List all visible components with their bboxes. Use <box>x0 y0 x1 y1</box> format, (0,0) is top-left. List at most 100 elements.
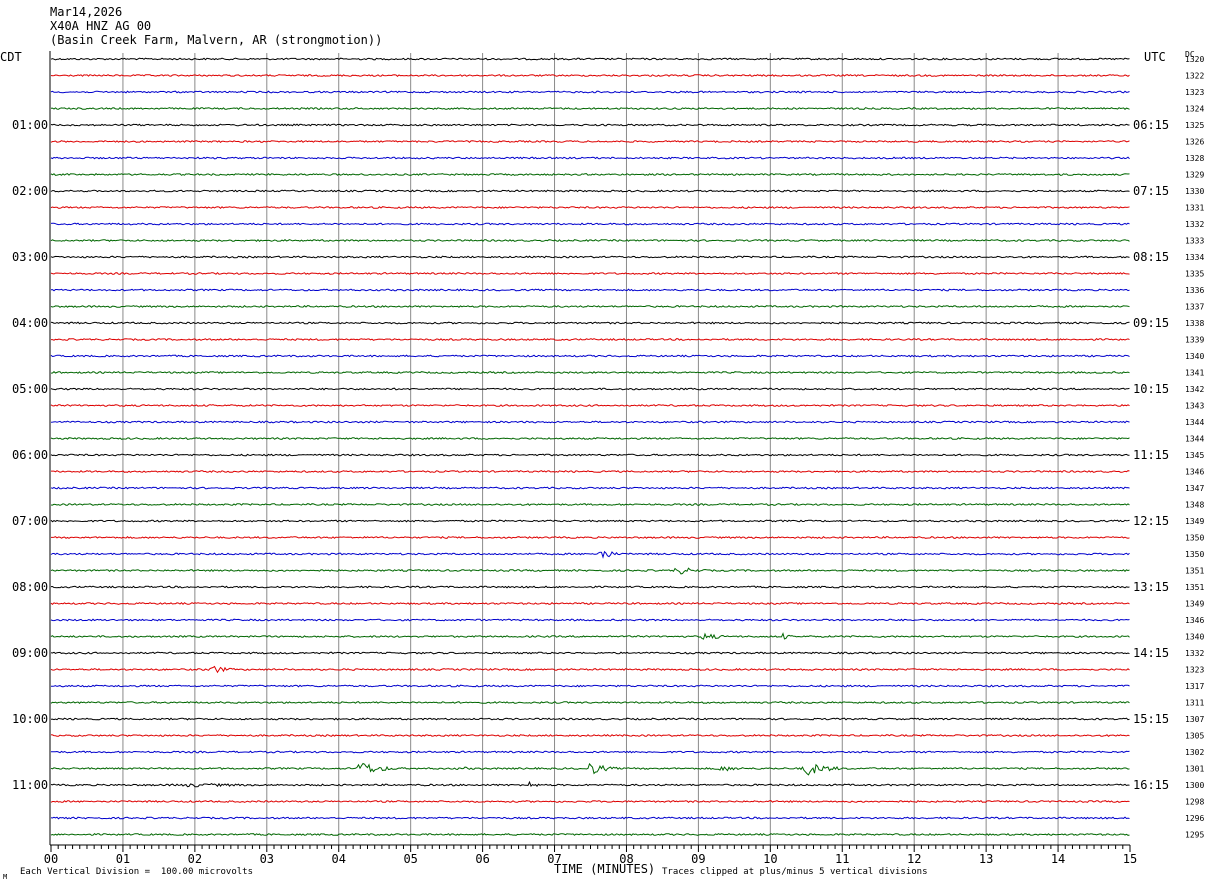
utc-hour-label: 14:15 <box>1133 646 1169 660</box>
cdt-hour-label: 06:00 <box>12 448 48 462</box>
dc-offset-value: 1331 <box>1185 204 1204 213</box>
cdt-hour-label: 05:00 <box>12 382 48 396</box>
dc-offset-value: 1344 <box>1185 418 1204 427</box>
dc-offset-value: 1317 <box>1185 682 1204 691</box>
utc-hour-label: 09:15 <box>1133 316 1169 330</box>
dc-offset-value: 1311 <box>1185 699 1204 708</box>
seismic-trace <box>51 338 1130 341</box>
seismic-trace <box>50 140 1130 143</box>
seismic-trace <box>50 288 1130 292</box>
dc-offset-value: 1343 <box>1185 402 1204 411</box>
dc-column-title: DC <box>1185 50 1195 59</box>
seismic-trace <box>50 601 1130 606</box>
dc-offset-value: 1335 <box>1185 270 1204 279</box>
seismic-trace <box>51 536 1130 539</box>
dc-offset-value: 1320 <box>1185 55 1204 64</box>
seismic-trace <box>50 189 1130 193</box>
seismic-trace <box>50 618 1130 622</box>
x-tick-label: 08 <box>619 852 633 866</box>
seismic-trace <box>50 156 1130 160</box>
seismic-trace <box>50 717 1130 721</box>
cdt-hour-label: 10:00 <box>12 712 48 726</box>
dc-offset-value: 1346 <box>1185 468 1204 477</box>
seismic-trace <box>50 632 1130 640</box>
cdt-axis-title: CDT <box>0 50 22 64</box>
utc-hour-label: 15:15 <box>1133 712 1169 726</box>
dc-offset-value: 1329 <box>1185 171 1204 180</box>
vertical-division-note: Each Vertical Division = 100.00 microvol… <box>20 867 253 877</box>
utc-hour-label: 06:15 <box>1133 118 1169 132</box>
seismic-trace <box>50 420 1130 424</box>
seismic-trace <box>50 799 1130 804</box>
seismic-trace <box>50 205 1130 209</box>
seismic-trace <box>50 123 1130 127</box>
dc-offset-value: 1346 <box>1185 616 1204 625</box>
seismic-trace <box>50 502 1130 506</box>
seismic-trace <box>50 321 1130 325</box>
seismic-trace <box>50 90 1130 94</box>
x-tick-label: 14 <box>1051 852 1065 866</box>
x-tick-label: 07 <box>547 852 561 866</box>
utc-hour-label: 11:15 <box>1133 448 1169 462</box>
dc-offset-value: 1332 <box>1185 649 1204 658</box>
seismic-trace <box>50 387 1130 391</box>
seismic-trace <box>50 222 1130 226</box>
utc-hour-label: 16:15 <box>1133 778 1169 792</box>
x-tick-label: 00 <box>44 852 58 866</box>
dc-offset-value: 1336 <box>1185 286 1204 295</box>
utc-hour-label: 08:15 <box>1133 250 1169 264</box>
x-tick-label: 13 <box>979 852 993 866</box>
dc-offset-value: 1324 <box>1185 105 1204 114</box>
dc-offset-value: 1349 <box>1185 517 1204 526</box>
seismic-trace <box>51 469 1130 473</box>
x-tick-label: 03 <box>260 852 274 866</box>
dc-offset-value: 1342 <box>1185 385 1204 394</box>
corner-mark: M <box>3 873 8 881</box>
dc-offset-value: 1340 <box>1185 352 1204 361</box>
clip-note: Traces clipped at plus/minus 5 vertical … <box>662 867 928 877</box>
x-tick-label: 12 <box>907 852 921 866</box>
dc-offset-value: 1325 <box>1185 121 1204 130</box>
x-tick-label: 09 <box>691 852 705 866</box>
dc-offset-value: 1348 <box>1185 501 1204 510</box>
plot-date: Mar14,2026 <box>50 5 123 19</box>
seismic-trace <box>50 173 1130 176</box>
dc-offset-value: 1339 <box>1185 336 1204 345</box>
seismic-trace <box>50 486 1130 490</box>
cdt-hour-label: 11:00 <box>12 778 48 792</box>
utc-hour-label: 13:15 <box>1133 580 1169 594</box>
seismic-trace <box>51 750 1130 754</box>
seismic-trace <box>50 519 1130 523</box>
dc-offset-value: 1351 <box>1185 567 1204 576</box>
dc-offset-value: 1326 <box>1185 138 1204 147</box>
dc-offset-value: 1350 <box>1185 550 1204 559</box>
seismic-trace <box>50 651 1130 655</box>
dc-offset-value: 1307 <box>1185 715 1204 724</box>
dc-offset-value: 1330 <box>1185 187 1204 196</box>
seismic-trace <box>50 238 1130 242</box>
dc-offset-value: 1302 <box>1185 748 1204 757</box>
dc-offset-value: 1338 <box>1185 319 1204 328</box>
x-tick-label: 11 <box>835 852 849 866</box>
dc-offset-value: 1301 <box>1185 765 1204 774</box>
seismic-trace <box>50 585 1130 589</box>
dc-offset-value: 1344 <box>1185 435 1204 444</box>
dc-offset-value: 1341 <box>1185 369 1204 378</box>
x-tick-label: 15 <box>1123 852 1137 866</box>
cdt-hour-label: 04:00 <box>12 316 48 330</box>
seismic-trace <box>50 762 1130 776</box>
seismic-trace <box>50 665 1130 674</box>
utc-hour-label: 07:15 <box>1133 184 1169 198</box>
station-code: X40A HNZ AG 00 <box>50 19 152 33</box>
dc-offset-value: 1349 <box>1185 600 1204 609</box>
seismic-trace <box>50 437 1130 440</box>
x-tick-label: 01 <box>116 852 130 866</box>
utc-hour-label: 10:15 <box>1133 382 1169 396</box>
seismic-trace <box>50 57 1130 61</box>
seismic-trace <box>50 733 1130 737</box>
seismic-trace <box>50 701 1130 704</box>
dc-offset-value: 1296 <box>1185 814 1204 823</box>
utc-hour-label: 12:15 <box>1133 514 1169 528</box>
utc-axis-title: UTC <box>1144 50 1166 64</box>
seismic-trace <box>50 453 1130 457</box>
